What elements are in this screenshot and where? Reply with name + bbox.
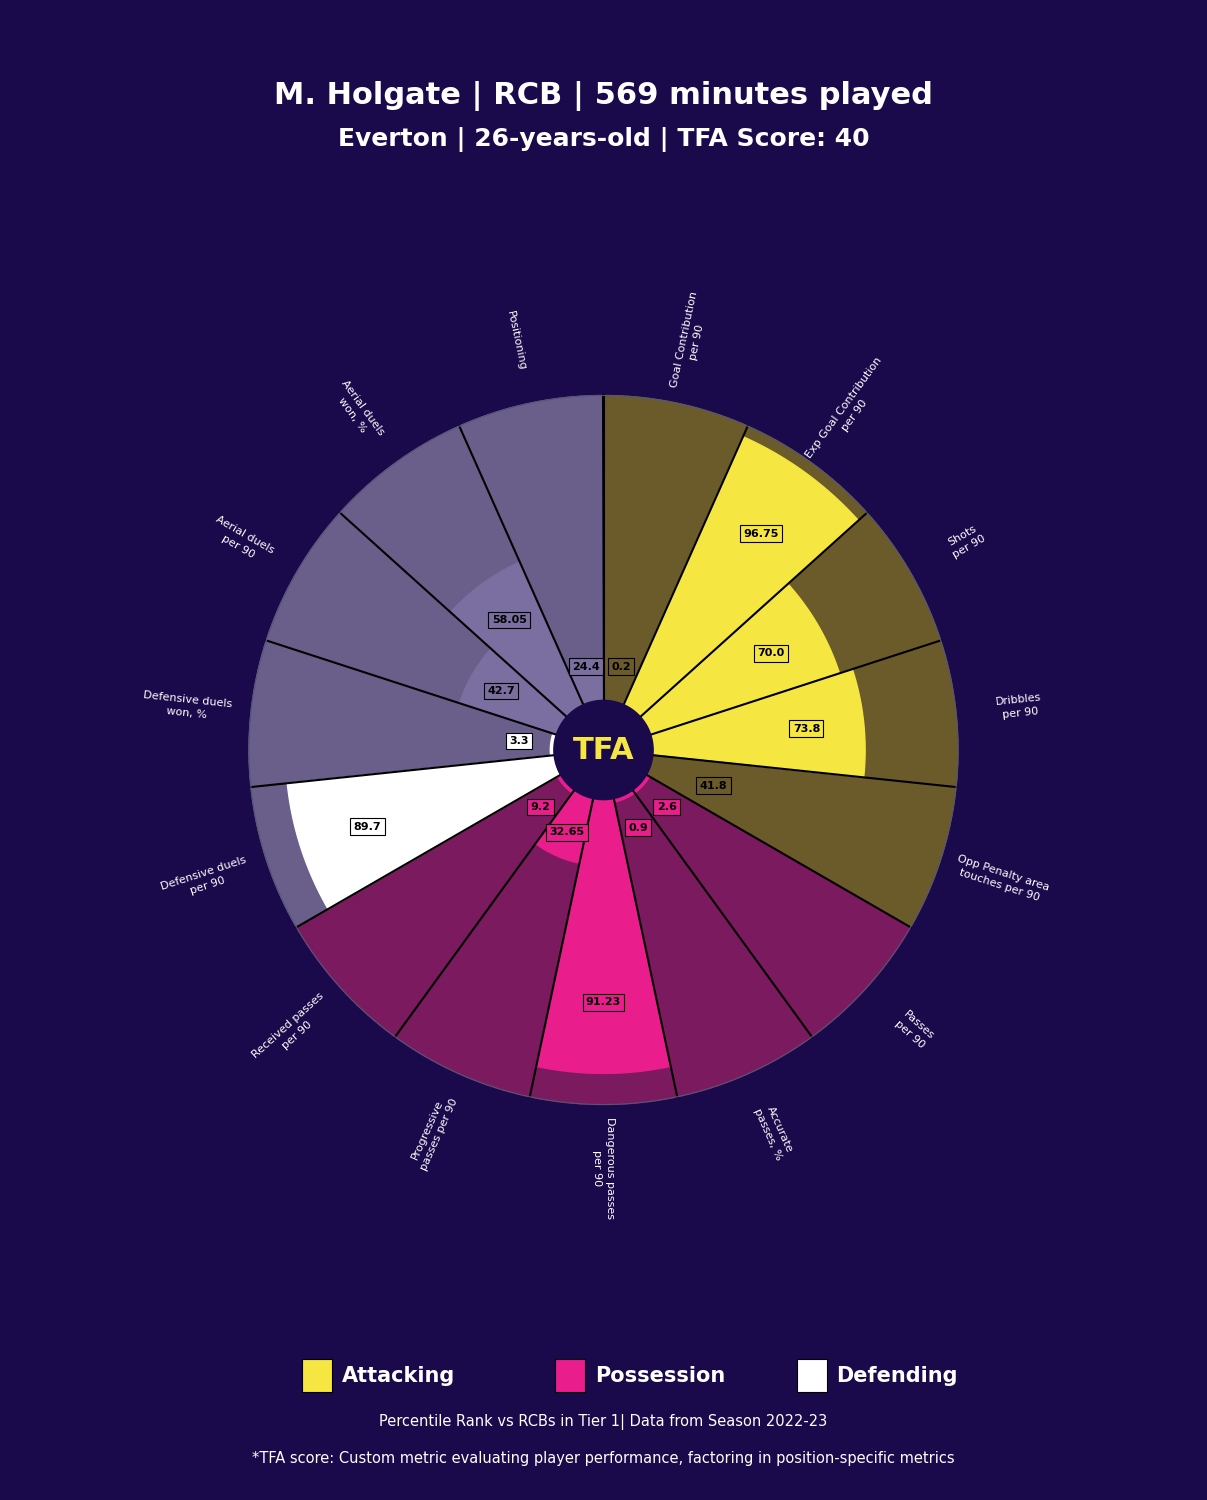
- Text: 91.23: 91.23: [585, 998, 622, 1008]
- Polygon shape: [614, 790, 812, 1096]
- Text: Opp Penalty area
touches per 90: Opp Penalty area touches per 90: [952, 853, 1050, 904]
- Polygon shape: [647, 754, 751, 824]
- Text: Defensive duels
won, %: Defensive duels won, %: [142, 690, 233, 723]
- Text: Percentile Rank vs RCBs in Tier 1| Data from Season 2022-23: Percentile Rank vs RCBs in Tier 1| Data …: [379, 1414, 828, 1430]
- Polygon shape: [624, 426, 867, 717]
- Text: Dangerous passes
per 90: Dangerous passes per 90: [591, 1118, 616, 1220]
- Text: 0.2: 0.2: [612, 662, 631, 672]
- Polygon shape: [450, 562, 583, 717]
- Text: Goal Contribution
per 90: Goal Contribution per 90: [669, 291, 712, 392]
- Text: Defensive duels
per 90: Defensive duels per 90: [159, 855, 252, 904]
- Polygon shape: [641, 513, 940, 735]
- Text: Passes
per 90: Passes per 90: [893, 1010, 935, 1052]
- Text: Everton | 26-years-old | TFA Score: 40: Everton | 26-years-old | TFA Score: 40: [338, 128, 869, 152]
- Text: 24.4: 24.4: [572, 662, 600, 672]
- Text: *TFA score: Custom metric evaluating player performance, factoring in position-s: *TFA score: Custom metric evaluating pla…: [252, 1450, 955, 1466]
- Text: 73.8: 73.8: [793, 723, 820, 734]
- Polygon shape: [651, 640, 958, 788]
- Polygon shape: [536, 798, 671, 1074]
- Text: 42.7: 42.7: [488, 686, 515, 696]
- Text: TFA: TFA: [572, 735, 635, 765]
- Polygon shape: [550, 734, 556, 756]
- Polygon shape: [536, 790, 593, 862]
- Text: Exp Goal Contribution
per 90: Exp Goal Contribution per 90: [804, 356, 894, 468]
- Polygon shape: [249, 640, 556, 788]
- Text: M. Holgate | RCB | 569 minutes played: M. Holgate | RCB | 569 minutes played: [274, 81, 933, 111]
- Polygon shape: [647, 754, 956, 927]
- Text: 9.2: 9.2: [530, 802, 550, 812]
- Text: Positioning: Positioning: [506, 310, 527, 372]
- Text: Shots
per 90: Shots per 90: [944, 522, 987, 560]
- Text: 89.7: 89.7: [354, 822, 381, 831]
- Text: 0.9: 0.9: [628, 822, 648, 833]
- Polygon shape: [554, 700, 653, 800]
- Polygon shape: [632, 776, 910, 1036]
- Polygon shape: [632, 776, 649, 794]
- Text: 96.75: 96.75: [744, 528, 779, 538]
- Text: Aerial duels
won, %: Aerial duels won, %: [330, 378, 386, 446]
- Text: 3.3: 3.3: [509, 736, 529, 746]
- Polygon shape: [558, 776, 575, 794]
- Polygon shape: [460, 648, 566, 735]
- Polygon shape: [251, 754, 560, 927]
- Polygon shape: [568, 663, 604, 705]
- Polygon shape: [651, 669, 865, 777]
- Text: 32.65: 32.65: [549, 828, 584, 837]
- Polygon shape: [460, 396, 604, 705]
- Text: Dribbles
per 90: Dribbles per 90: [996, 693, 1044, 720]
- Text: 41.8: 41.8: [700, 780, 728, 790]
- Text: Accurate
passes, %: Accurate passes, %: [752, 1102, 795, 1162]
- Polygon shape: [624, 436, 858, 717]
- Text: Aerial duels
per 90: Aerial duels per 90: [208, 514, 275, 567]
- Polygon shape: [297, 776, 575, 1036]
- Polygon shape: [340, 426, 583, 717]
- Text: 58.05: 58.05: [491, 615, 526, 626]
- Text: Progressive
passes per 90: Progressive passes per 90: [407, 1092, 460, 1173]
- Text: 70.0: 70.0: [758, 648, 785, 658]
- Polygon shape: [614, 790, 635, 802]
- Text: Received passes
per 90: Received passes per 90: [251, 990, 334, 1070]
- Text: Possession: Possession: [595, 1365, 725, 1386]
- Polygon shape: [287, 754, 560, 909]
- Text: Defending: Defending: [836, 1365, 958, 1386]
- Polygon shape: [604, 698, 625, 705]
- Polygon shape: [267, 513, 566, 735]
- Polygon shape: [604, 396, 747, 705]
- Polygon shape: [641, 584, 840, 735]
- Text: Attacking: Attacking: [342, 1365, 455, 1386]
- Polygon shape: [530, 798, 677, 1104]
- Polygon shape: [395, 790, 593, 1096]
- Text: 2.6: 2.6: [657, 802, 677, 812]
